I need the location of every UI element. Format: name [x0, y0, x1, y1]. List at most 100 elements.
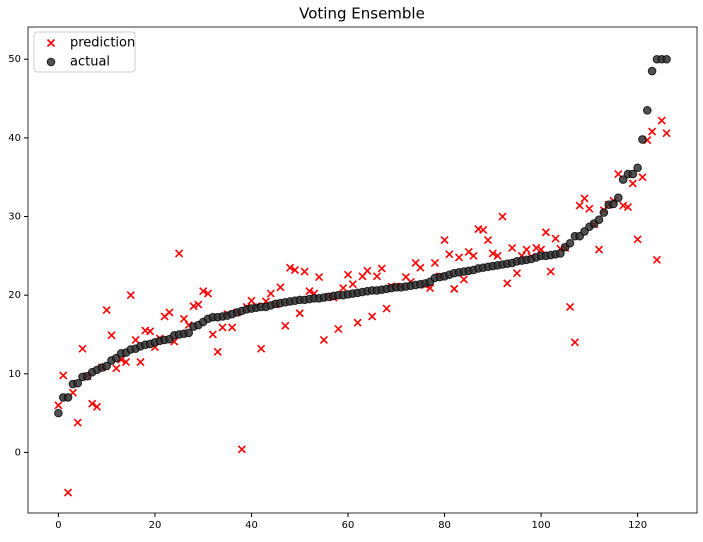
- x-marker: [459, 275, 468, 284]
- x-marker: [348, 280, 357, 289]
- x-marker: [194, 300, 203, 309]
- x-marker: [257, 344, 266, 353]
- x-marker: [189, 302, 198, 311]
- x-marker: [290, 265, 299, 275]
- x-marker: [657, 116, 666, 125]
- x-marker: [623, 203, 633, 212]
- legend-label: actual: [70, 55, 110, 70]
- legend: prediction actual: [33, 31, 136, 73]
- x-marker: [648, 127, 657, 136]
- x-marker: [363, 266, 372, 275]
- dot-marker: [594, 215, 604, 224]
- x-marker: [377, 264, 386, 273]
- x-marker: [300, 267, 309, 276]
- x-marker: [102, 306, 111, 315]
- x-marker: [493, 251, 502, 260]
- dot-marker: [565, 238, 575, 248]
- x-marker: [541, 228, 550, 237]
- x-marker: [551, 234, 560, 243]
- x-marker: [638, 173, 647, 182]
- x-marker: [343, 270, 353, 279]
- dot-marker: [184, 328, 194, 338]
- x-marker: [146, 327, 155, 336]
- x-marker: [450, 284, 459, 293]
- x-marker: [508, 243, 517, 253]
- dot-marker: [102, 361, 111, 371]
- y-tick-label: 30: [8, 212, 21, 223]
- x-marker: [585, 204, 594, 213]
- x-marker: [131, 335, 140, 345]
- x-marker: [276, 283, 285, 292]
- x-marker: [652, 255, 662, 264]
- x-marker: [503, 279, 512, 288]
- x-tick-label: 120: [628, 520, 647, 531]
- x-marker: [532, 243, 541, 253]
- x-marker: [305, 287, 314, 296]
- x-marker: [121, 357, 131, 367]
- dot-marker: [662, 54, 671, 64]
- x-marker: [199, 287, 208, 296]
- x-marker: [175, 249, 184, 258]
- x-marker: [295, 309, 304, 318]
- y-tick-label: 40: [8, 133, 21, 144]
- x-marker: [619, 201, 628, 210]
- x-marker: [546, 267, 555, 276]
- x-marker: [594, 245, 604, 254]
- x-marker: [537, 245, 546, 254]
- x-marker: [469, 251, 478, 260]
- x-marker: [368, 312, 377, 321]
- x-marker: [498, 212, 507, 221]
- dot-marker: [63, 393, 73, 402]
- x-marker: [353, 318, 362, 327]
- x-marker: [54, 401, 63, 410]
- dot-marker: [614, 193, 623, 202]
- dot-marker: [73, 378, 83, 388]
- x-marker: [479, 225, 488, 234]
- x-marker: [416, 263, 425, 272]
- x-marker: [430, 258, 439, 267]
- x-tick-label: 20: [149, 520, 162, 531]
- x-marker: [483, 236, 493, 245]
- x-marker: [78, 344, 87, 353]
- y-tick-label: 10: [8, 369, 21, 380]
- x-marker: [112, 364, 121, 373]
- y-tick-label: 20: [8, 290, 21, 301]
- chart-title: Voting Ensemble: [299, 5, 425, 23]
- y-tick-label: 50: [8, 54, 21, 65]
- x-marker: [628, 179, 637, 188]
- x-marker: [512, 269, 522, 278]
- x-marker: [372, 272, 382, 281]
- x-marker: [570, 338, 579, 347]
- legend-box: [33, 31, 136, 73]
- x-marker: [179, 314, 188, 323]
- x-marker: [445, 250, 454, 259]
- dot-marker: [628, 169, 638, 179]
- x-marker: [440, 236, 449, 245]
- x-marker: [580, 194, 589, 203]
- plot-area: [27, 26, 698, 514]
- dot-marker: [642, 106, 652, 115]
- dot-marker: [609, 199, 618, 209]
- x-tick-label: 60: [342, 520, 355, 531]
- x-marker: [73, 418, 82, 427]
- x-marker: [237, 445, 246, 454]
- x-marker: [107, 331, 116, 340]
- x-marker: [633, 235, 642, 244]
- x-marker: [59, 371, 68, 380]
- legend-label: prediction: [70, 36, 135, 51]
- x-marker: [565, 302, 575, 312]
- dot-marker: [54, 408, 63, 418]
- x-marker: [382, 304, 391, 313]
- x-marker: [522, 245, 531, 254]
- dot-marker: [599, 208, 609, 217]
- dot-marker: [647, 66, 657, 76]
- dot-marker: [633, 163, 642, 173]
- x-marker: [314, 273, 324, 282]
- x-tick-label: 80: [438, 520, 451, 531]
- x-marker: [88, 399, 97, 408]
- x-tick-label: 40: [245, 520, 258, 531]
- x-marker: [339, 284, 348, 293]
- x-marker: [454, 253, 464, 262]
- x-marker: [136, 357, 145, 367]
